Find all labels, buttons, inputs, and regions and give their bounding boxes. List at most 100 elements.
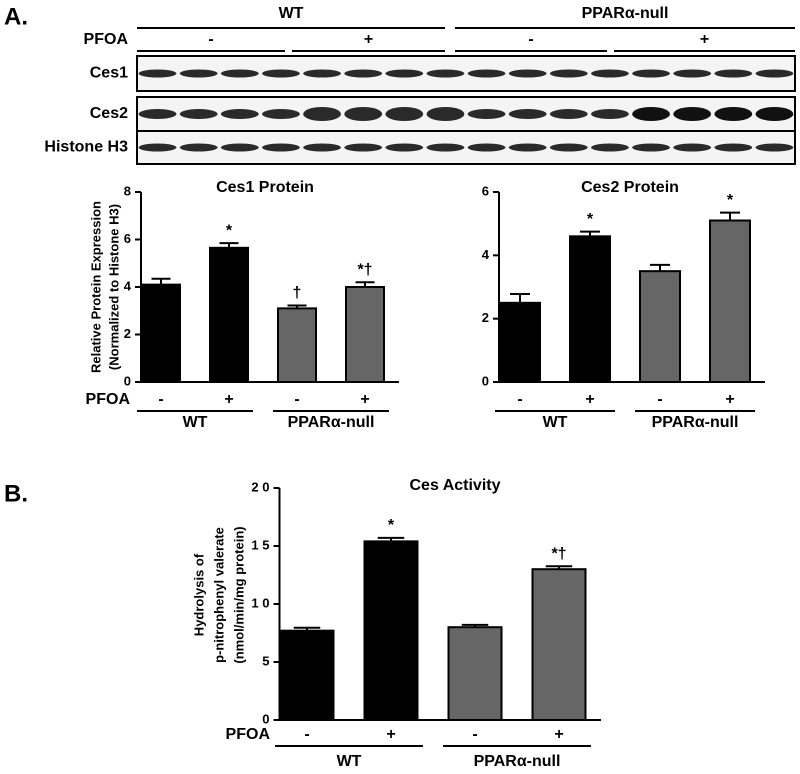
- y-tick-label: 4: [482, 247, 490, 262]
- significance-mark: *: [727, 192, 734, 209]
- y-tick-label: 2: [124, 326, 131, 341]
- y-tick-label: 6: [124, 231, 131, 246]
- y-tick-label: 2: [482, 310, 489, 325]
- y-tick-label: 0: [124, 373, 131, 388]
- significance-mark: *†: [551, 546, 566, 563]
- blot-band: [549, 109, 588, 119]
- x-tick-label: +: [224, 391, 233, 408]
- blot-band: [632, 143, 670, 152]
- blot-band: [714, 69, 753, 78]
- blot-band: [591, 109, 629, 119]
- treatment: -: [528, 31, 533, 48]
- y-tick-label: 4: [124, 278, 132, 293]
- y-tick-label: 2 0: [251, 479, 269, 494]
- blot-band: [303, 143, 341, 152]
- blot-band: [179, 143, 218, 152]
- y-tick-label: 8: [124, 183, 131, 198]
- x-tick-label: -: [657, 391, 662, 408]
- y-axis-label: (nmol/min/mg protein): [231, 526, 246, 663]
- y-tick-label: 5: [262, 653, 269, 668]
- blot-band: [467, 69, 506, 78]
- blot-band: [179, 109, 218, 119]
- treatment: +: [700, 31, 709, 48]
- blot-band: [179, 69, 218, 78]
- bar: [141, 283, 181, 383]
- y-tick-label: 1 0: [251, 595, 269, 610]
- x-tick-label: -: [517, 391, 522, 408]
- y-axis-label: Hydrolysis of: [191, 553, 206, 636]
- treatment: +: [364, 31, 373, 48]
- x-tick-label: +: [360, 391, 369, 408]
- blot-band: [385, 143, 424, 152]
- blot-band: [138, 109, 177, 119]
- blot-band: [344, 69, 383, 78]
- treatment: -: [208, 31, 213, 48]
- panel-label: A.: [4, 3, 28, 30]
- bar: [345, 286, 385, 383]
- blot-group-label: PPARα-null: [582, 5, 669, 22]
- blot-band: [303, 69, 341, 78]
- blot-band: [632, 69, 670, 78]
- blot-row-label: Ces1: [90, 65, 128, 82]
- group-label: WT: [337, 753, 362, 770]
- x-tick-label: -: [304, 726, 309, 743]
- y-axis-label: p-nitrophenyl valerate: [211, 527, 226, 663]
- bar: [447, 626, 503, 722]
- significance-mark: *: [388, 517, 395, 534]
- bar: [639, 270, 681, 383]
- significance-mark: †: [293, 285, 302, 302]
- blot-band: [549, 143, 588, 152]
- blot-band: [632, 107, 670, 121]
- bar: [363, 540, 419, 721]
- x-tick-label: +: [554, 726, 563, 743]
- significance-mark: *: [587, 211, 594, 228]
- blot-group-label: WT: [279, 5, 304, 22]
- bar: [709, 219, 751, 383]
- significance-mark: *†: [357, 261, 372, 278]
- blot-band: [426, 69, 465, 78]
- x-tick-label: +: [585, 391, 594, 408]
- blot-band: [220, 69, 259, 78]
- blot-band: [426, 107, 465, 121]
- blot-band: [262, 143, 300, 152]
- x-tick-label: -: [294, 391, 299, 408]
- blot-band: [385, 107, 424, 121]
- blot-band: [262, 69, 300, 78]
- significance-mark: *: [226, 222, 233, 239]
- chart-title: Ces2 Protein: [581, 179, 679, 196]
- blot-band: [220, 143, 259, 152]
- blot-band: [714, 107, 753, 121]
- y-tick-label: 0: [262, 711, 269, 726]
- group-label: PPARα-null: [288, 414, 375, 431]
- blot-band: [714, 143, 753, 152]
- x-axis-label: PFOA: [86, 391, 131, 408]
- blot-row-label: Ces2: [90, 105, 128, 122]
- x-tick-label: -: [472, 726, 477, 743]
- blot-band: [673, 69, 712, 78]
- group-label: WT: [543, 414, 568, 431]
- x-tick-label: +: [725, 391, 734, 408]
- treatment-label: PFOA: [84, 31, 129, 48]
- bar: [277, 307, 317, 383]
- chart-title: Ces Activity: [410, 477, 501, 494]
- blot-band: [262, 109, 300, 119]
- blot-band: [673, 143, 712, 152]
- x-tick-label: -: [158, 391, 163, 408]
- blot-band: [508, 109, 547, 119]
- blot-band: [673, 107, 712, 121]
- blot-band: [755, 107, 794, 121]
- y-axis-label: (Normalized to Histone H3): [106, 204, 121, 370]
- group-label: PPARα-null: [652, 414, 739, 431]
- bar: [209, 246, 249, 383]
- blot-band: [508, 69, 547, 78]
- blot-band: [303, 107, 341, 121]
- blot-band: [755, 143, 794, 152]
- blot-band: [467, 143, 506, 152]
- bar: [531, 568, 587, 722]
- blot-band: [467, 109, 506, 119]
- bar: [279, 629, 335, 721]
- panel-label: B.: [4, 480, 28, 507]
- blot-band: [591, 69, 629, 78]
- blot-band: [426, 143, 465, 152]
